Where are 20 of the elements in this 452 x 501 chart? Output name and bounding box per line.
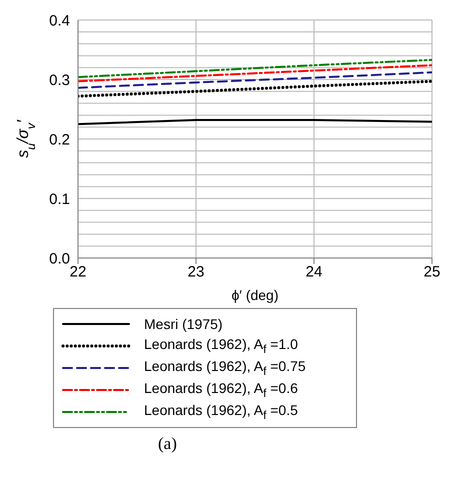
y-tick-label: 0.2 [49, 131, 70, 148]
y-tick-label: 0.3 [49, 72, 70, 89]
y-tick-label: 0.4 [49, 12, 70, 30]
text: (a) [158, 434, 178, 454]
x-tick-label: 25 [424, 264, 440, 281]
x-axis-title: ϕ′ (deg) [231, 287, 279, 303]
line-series [78, 58, 432, 78]
x-tick-label: 23 [188, 264, 204, 281]
line-series [78, 64, 432, 82]
legend-label: Leonards (1962), A$_{f}$ =1.0 [144, 336, 298, 356]
x-tick-label: 22 [70, 264, 86, 281]
y-tick-label: 0.0 [49, 250, 70, 268]
x-tick-label: 24 [306, 264, 322, 281]
legend-label: Leonards (1962), A$_{f}$ =0.75 [144, 358, 306, 378]
line-series [78, 80, 432, 98]
legend-label: Leonards (1962), A$_{f}$ =0.5 [144, 402, 298, 422]
line-series [78, 71, 432, 89]
legend-label: Mesri (1975) [144, 316, 223, 332]
y-tick-label: 0.1 [49, 190, 70, 208]
legend-label: Leonards (1962), A$_{f}$ =0.6 [144, 380, 298, 400]
